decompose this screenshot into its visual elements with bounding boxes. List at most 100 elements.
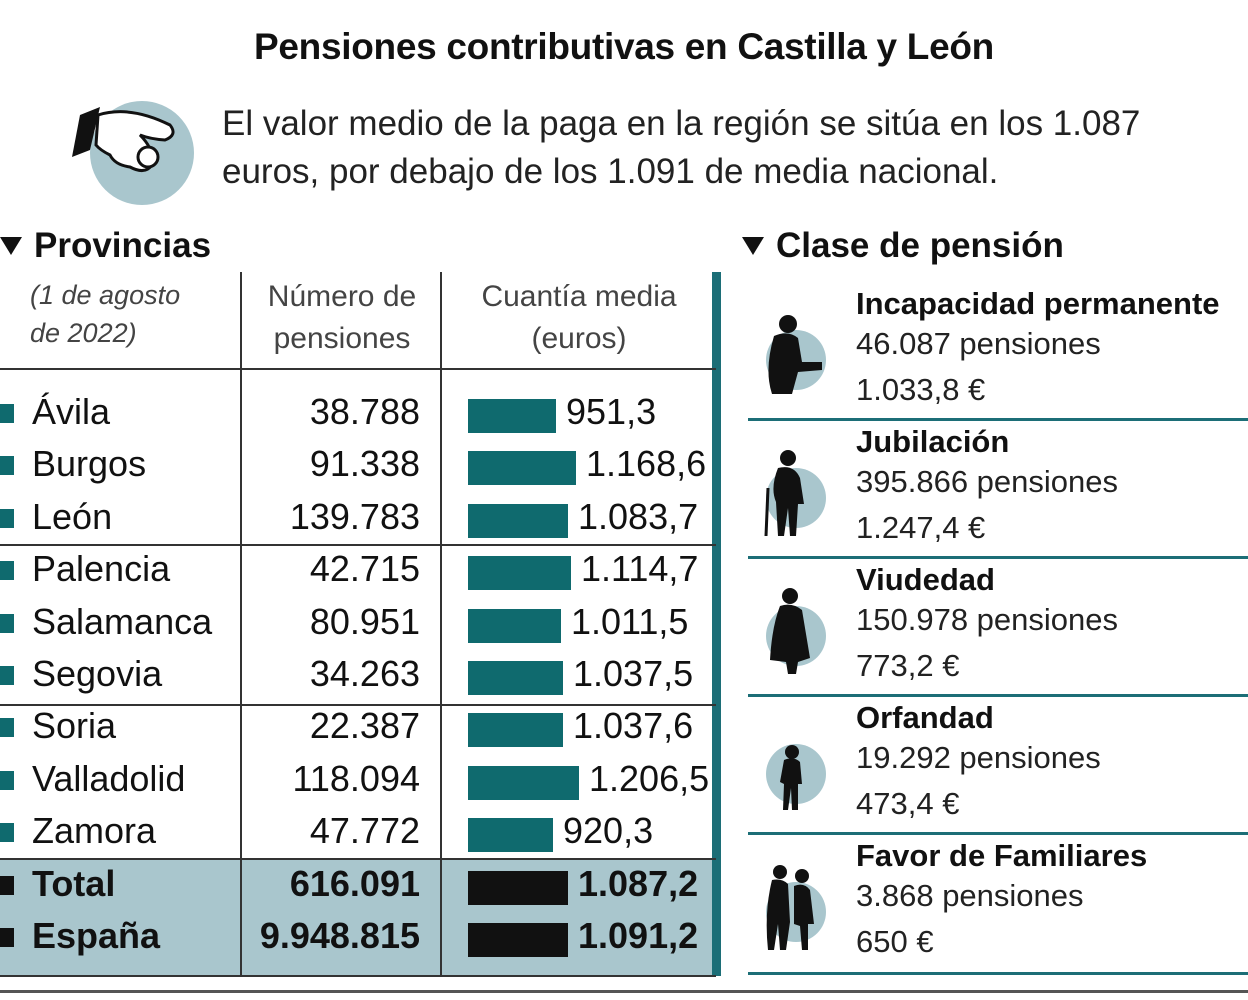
column-divider (440, 272, 442, 976)
pension-class-amount: 1.247,4 € (856, 510, 986, 545)
cuantia-label: 1.091,2 (578, 915, 699, 956)
pension-class-amount: 473,4 € (856, 786, 960, 821)
triangle-down-icon (742, 237, 764, 255)
province-name: Total (32, 863, 116, 904)
legend-square-icon (0, 771, 14, 790)
pension-class-count: 46.087 pensiones (856, 326, 1101, 361)
province-row: Zamora 47.772 920,3 (0, 808, 716, 860)
province-name: Palencia (32, 548, 171, 589)
total-row: Total 616.091 1.087,2 (0, 861, 716, 913)
column-header-line: Número de (267, 280, 417, 313)
cuantia-bar (468, 818, 553, 852)
child-icon (758, 724, 828, 814)
province-row: Ávila 38.788 951,3 (0, 389, 716, 441)
pension-class-item: Incapacidad permanente 46.087 pensiones 1.… (752, 286, 1248, 428)
pension-class-count: 19.292 pensiones (856, 740, 1101, 775)
province-name: León (32, 496, 113, 537)
pension-class-item: Favor de Familiares 3.868 pensiones 650 € (752, 838, 1248, 980)
province-row: León 139.783 1.083,7 (0, 494, 716, 546)
pension-class-count: 3.868 pensiones (856, 878, 1084, 913)
pension-class-name: Jubilación (856, 424, 1010, 459)
province-name: Zamora (32, 810, 157, 851)
province-row: Valladolid 118.094 1.206,5 (0, 756, 716, 808)
cuantia-label: 920,3 (563, 810, 654, 851)
group-rule (0, 544, 716, 546)
pension-class-divider (748, 556, 1248, 559)
province-name: Salamanca (32, 601, 213, 642)
column-divider (240, 272, 242, 976)
province-name: Burgos (32, 443, 147, 484)
pension-class-divider (748, 832, 1248, 835)
legend-square-icon (0, 666, 14, 685)
cuantia-label: 951,3 (566, 391, 657, 432)
legend-square-icon (0, 561, 14, 580)
column-header-pensiones: Número de pensiones (244, 276, 440, 360)
legend-square-icon (0, 718, 14, 737)
cuantia-bar (468, 556, 571, 590)
pensiones-value: 9.948.815 (259, 915, 420, 956)
province-row: Segovia 34.263 1.037,5 (0, 651, 716, 703)
cuantia-bar (468, 766, 579, 800)
clase-heading: Clase de pensión (742, 226, 1064, 266)
province-name: Segovia (32, 653, 163, 694)
header-rule (0, 368, 716, 370)
column-header-cuantia: Cuantía media (euros) (444, 276, 714, 360)
total-row: España 9.948.815 1.091,2 (0, 913, 716, 965)
province-name: Ávila (32, 391, 111, 432)
column-header-line: Cuantía media (481, 280, 677, 313)
triangle-down-icon (0, 237, 22, 255)
pensiones-value: 47.772 (309, 810, 420, 851)
pension-class-divider (748, 694, 1248, 697)
cuantia-label: 1.114,7 (581, 548, 699, 589)
cuantia-bar (468, 661, 563, 695)
seated-person-icon (758, 310, 828, 400)
pension-class-amount: 773,2 € (856, 648, 960, 683)
pension-class-count: 150.978 pensiones (856, 602, 1119, 637)
province-name: Soria (32, 705, 117, 746)
intro-text: El valor medio de la paga en la región s… (222, 100, 1222, 196)
totals-background (0, 858, 716, 976)
column-header-line: pensiones (273, 322, 411, 355)
cuantia-label: 1.011,5 (571, 601, 689, 642)
province-row: Salamanca 80.951 1.011,5 (0, 599, 716, 651)
pensiones-value: 22.387 (309, 705, 420, 746)
clase-heading-label: Clase de pensión (776, 226, 1064, 265)
pension-class-divider (748, 972, 1248, 975)
date-note: (1 de agosto de 2022) (30, 276, 230, 352)
hand-coin-icon (72, 101, 194, 205)
date-line: de 2022) (30, 318, 137, 348)
pension-class-item: Jubilación 395.866 pensiones 1.247,4 € (752, 424, 1248, 566)
province-name: Valladolid (32, 758, 186, 799)
pension-class-amount: 1.033,8 € (856, 372, 986, 407)
legend-square-icon (0, 928, 14, 947)
cuantia-bar (468, 609, 561, 643)
pension-class-name: Viudedad (856, 562, 995, 597)
group-rule (0, 858, 716, 860)
pension-class-amount: 650 € (856, 924, 934, 959)
cuantia-label: 1.087,2 (578, 863, 699, 904)
pension-class-name: Favor de Familiares (856, 838, 1148, 873)
pensiones-value: 34.263 (309, 653, 420, 694)
column-header-line: (euros) (531, 322, 627, 355)
pension-class-item: Orfandad 19.292 pensiones 473,4 € (752, 700, 1248, 842)
intro-line: El valor medio de la paga en la región s… (222, 104, 1141, 143)
legend-square-icon (0, 456, 14, 475)
table-bottom-rule (0, 975, 716, 977)
date-line: (1 de agosto (30, 280, 181, 310)
pension-class-divider (748, 418, 1248, 421)
intro-line: euros, por debajo de los 1.091 de media … (222, 152, 999, 191)
cuantia-bar (468, 504, 568, 538)
province-name: España (32, 915, 161, 956)
pension-class-item: Viudedad 150.978 pensiones 773,2 € (752, 562, 1248, 704)
legend-square-icon (0, 876, 14, 895)
cuantia-label: 1.037,6 (573, 705, 694, 746)
group-rule (0, 704, 716, 706)
cuantia-bar (468, 399, 556, 433)
pension-class-count: 395.866 pensiones (856, 464, 1119, 499)
pension-class-name: Orfandad (856, 700, 994, 735)
cuantia-label: 1.206,5 (589, 758, 710, 799)
province-row: Soria 22.387 1.037,6 (0, 703, 716, 755)
legend-square-icon (0, 823, 14, 842)
table-right-border (712, 272, 721, 976)
cuantia-label: 1.083,7 (578, 496, 699, 537)
